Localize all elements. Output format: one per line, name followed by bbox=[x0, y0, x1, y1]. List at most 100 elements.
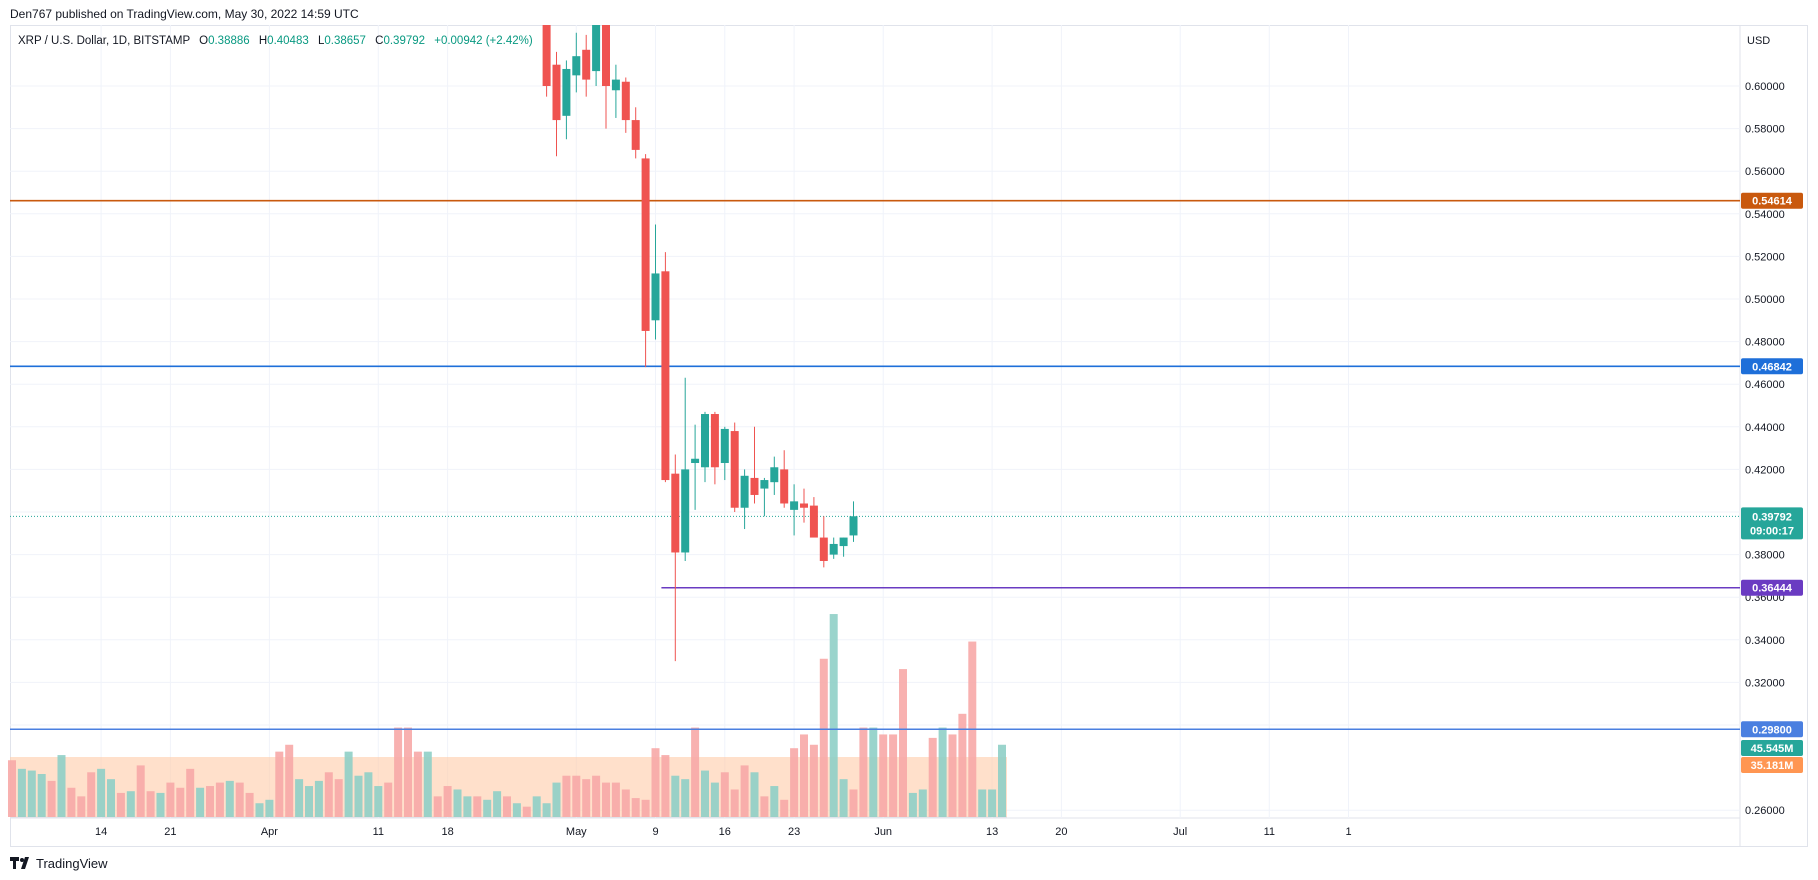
last-price-label: 0.39792 bbox=[1752, 511, 1792, 523]
volume-bar bbox=[522, 806, 531, 817]
volume-bar bbox=[928, 737, 937, 817]
volume-tag bbox=[1741, 740, 1803, 756]
level-tag bbox=[1741, 721, 1803, 738]
volume-bar bbox=[572, 775, 581, 817]
open-value: 0.38886 bbox=[208, 35, 250, 47]
volume-bar bbox=[651, 748, 660, 817]
volume-bar bbox=[473, 796, 482, 817]
volume-bar bbox=[215, 782, 224, 817]
candle-body bbox=[641, 158, 650, 331]
volume-bar bbox=[493, 791, 502, 817]
volume-bar bbox=[206, 786, 214, 817]
volume-bar bbox=[166, 782, 175, 817]
volume-bar bbox=[314, 780, 323, 817]
footer-brand[interactable]: TradingView bbox=[10, 852, 108, 874]
volume-bar bbox=[413, 751, 422, 817]
volume-bar bbox=[453, 789, 462, 817]
level-tag bbox=[1741, 192, 1803, 209]
x-tick-label: 13 bbox=[986, 826, 998, 838]
volume-bar bbox=[67, 787, 76, 817]
candle-body bbox=[800, 503, 808, 508]
candle-body bbox=[602, 25, 610, 86]
candle-body bbox=[710, 414, 719, 468]
volume-bar bbox=[225, 780, 234, 817]
level-tag-label: 0.36444 bbox=[1752, 583, 1793, 595]
publisher-line: Den767 published on TradingView.com, May… bbox=[10, 7, 359, 21]
level-tag-label: 0.29800 bbox=[1752, 724, 1792, 736]
volume-bar bbox=[790, 748, 799, 817]
volume-bar bbox=[334, 779, 343, 817]
volume-bar bbox=[602, 782, 610, 817]
volume-bar bbox=[641, 799, 650, 817]
candle-body bbox=[572, 56, 581, 76]
volume-bar bbox=[720, 772, 729, 817]
candle-body bbox=[562, 68, 571, 116]
last-price-tag bbox=[1741, 507, 1803, 540]
volume-bar bbox=[800, 734, 808, 817]
candle-body bbox=[701, 414, 709, 468]
high-value: 0.40483 bbox=[267, 35, 309, 47]
candle-body bbox=[552, 64, 561, 121]
candle-body bbox=[611, 79, 620, 91]
y-tick-label: 0.46000 bbox=[1745, 379, 1785, 391]
volume-bar bbox=[394, 727, 403, 817]
volume-bar bbox=[156, 792, 165, 817]
level-tag-label: 0.54614 bbox=[1752, 196, 1793, 208]
y-tick-label: 0.32000 bbox=[1745, 677, 1785, 689]
volume-bar bbox=[948, 734, 957, 817]
y-tick-label: 0.56000 bbox=[1745, 166, 1785, 178]
volume-bar bbox=[631, 798, 640, 817]
volume-bar bbox=[770, 786, 779, 817]
candle-body bbox=[809, 505, 818, 538]
currency-label: USD bbox=[1747, 35, 1770, 47]
candle-body bbox=[849, 516, 858, 536]
candle-body bbox=[750, 477, 759, 495]
candle-body bbox=[740, 475, 749, 508]
volume-bar bbox=[503, 796, 511, 817]
volume-bar bbox=[661, 755, 670, 817]
volume-bar bbox=[691, 727, 700, 817]
x-tick-label: Jun bbox=[874, 826, 892, 838]
x-tick-label: 21 bbox=[164, 826, 176, 838]
volume-bar bbox=[37, 774, 46, 817]
candle-body bbox=[671, 473, 680, 553]
candle-body bbox=[582, 49, 591, 80]
candle-body bbox=[691, 458, 700, 464]
candle-body bbox=[621, 81, 630, 121]
volume-bar bbox=[97, 768, 106, 817]
volume-bar bbox=[532, 796, 541, 817]
volume-bar bbox=[295, 779, 304, 817]
volume-bar bbox=[849, 789, 858, 817]
volume-bar bbox=[998, 744, 1006, 817]
candle-body bbox=[829, 543, 838, 555]
volume-bar bbox=[17, 768, 26, 817]
volume-bar bbox=[780, 799, 789, 817]
volume-bar bbox=[57, 755, 66, 817]
volume-bar bbox=[938, 727, 947, 817]
candle-body bbox=[651, 273, 660, 321]
countdown-label: 09:00:17 bbox=[1750, 525, 1794, 537]
brand-label: TradingView bbox=[36, 855, 108, 871]
volume-bar bbox=[87, 772, 96, 817]
volume-bar bbox=[107, 779, 115, 817]
candle-body bbox=[542, 25, 551, 86]
volume-bar bbox=[245, 792, 254, 817]
volume-bar bbox=[285, 744, 294, 817]
volume-bar bbox=[918, 789, 927, 817]
volume-bar bbox=[730, 789, 739, 817]
chart-frame[interactable] bbox=[10, 25, 1808, 847]
volume-bar bbox=[374, 786, 383, 817]
x-tick-label: 9 bbox=[652, 826, 658, 838]
x-tick-label: 18 bbox=[441, 826, 453, 838]
volume-bar bbox=[116, 792, 125, 817]
level-tag bbox=[1741, 358, 1803, 375]
y-tick-label: 0.54000 bbox=[1745, 209, 1785, 221]
volume-bar bbox=[701, 770, 709, 817]
y-tick-label: 0.50000 bbox=[1745, 294, 1785, 306]
y-tick-label: 0.34000 bbox=[1745, 635, 1785, 647]
x-tick-label: 1 bbox=[1345, 826, 1351, 838]
volume-bar bbox=[829, 614, 838, 817]
volume-bar bbox=[255, 803, 264, 817]
candle-body bbox=[631, 120, 640, 150]
